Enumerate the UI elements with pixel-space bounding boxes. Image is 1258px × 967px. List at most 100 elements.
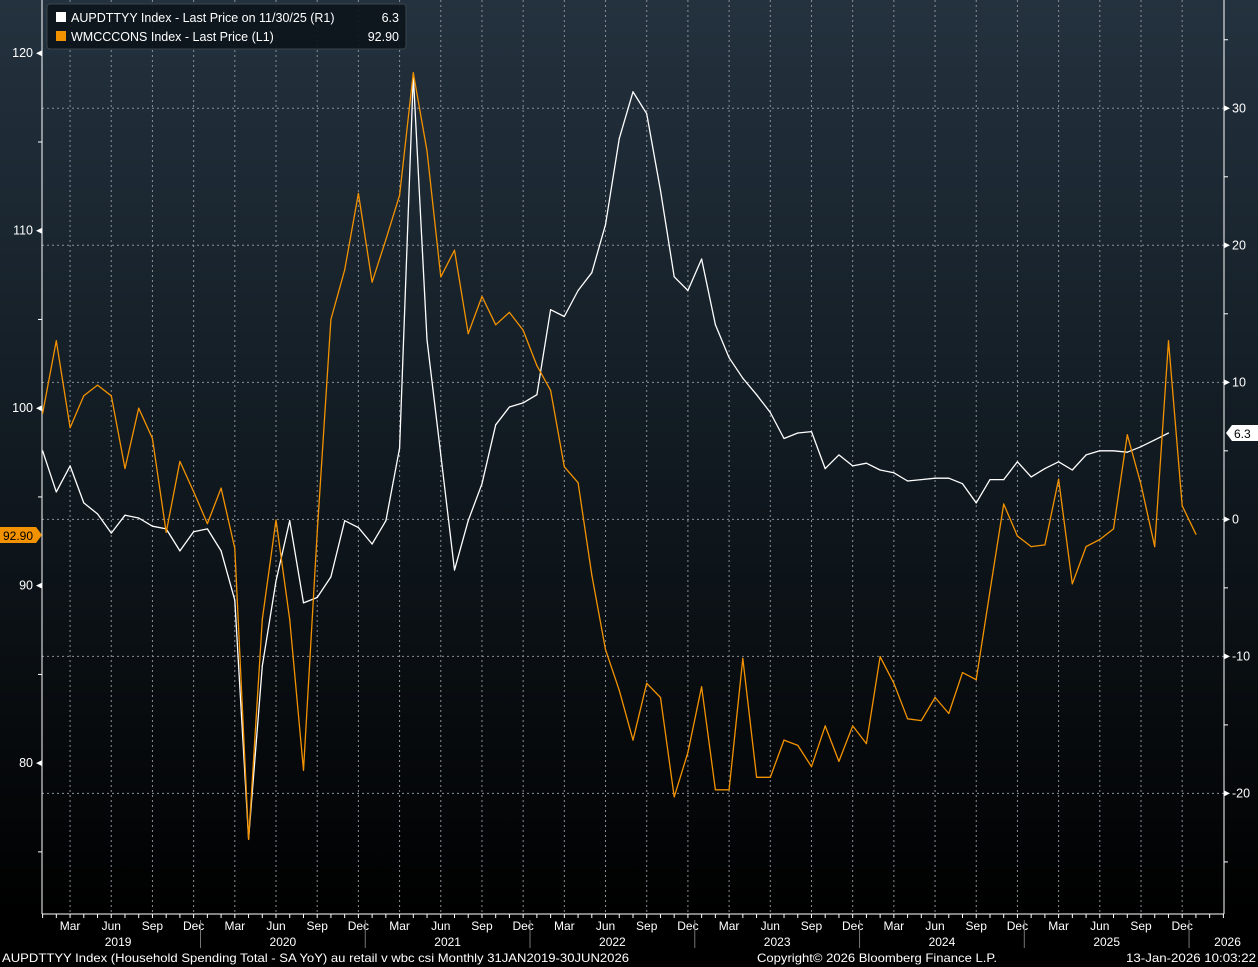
data-point — [838, 454, 840, 456]
data-point — [206, 528, 208, 530]
data-point — [604, 224, 607, 226]
data-point — [1044, 468, 1046, 470]
data-point — [275, 519, 277, 521]
data-point — [440, 454, 442, 456]
x-tick-label-month: Jun — [761, 919, 780, 933]
data-point — [1071, 583, 1073, 585]
data-point — [1126, 451, 1128, 453]
data-point — [742, 377, 744, 379]
y-right-tick-label: 20 — [1232, 238, 1246, 252]
data-point — [440, 276, 442, 278]
data-point — [673, 276, 675, 278]
x-tick-label-month: Jun — [431, 919, 450, 933]
data-point — [618, 689, 620, 691]
data-point — [522, 402, 524, 404]
left-tick-marker — [36, 50, 42, 57]
series-lines — [41, 72, 1197, 841]
data-point — [508, 406, 511, 408]
y-left-tick-label: 100 — [12, 401, 33, 415]
data-point — [1140, 446, 1142, 448]
x-tick-label-year: 2021 — [434, 935, 461, 949]
data-point — [357, 526, 359, 529]
data-point — [1003, 503, 1005, 505]
x-tick-label-month: Sep — [142, 919, 164, 933]
left-tick-marker — [36, 405, 42, 412]
data-point — [426, 339, 428, 341]
data-point — [1016, 461, 1019, 463]
data-point — [69, 465, 71, 467]
data-point — [138, 407, 140, 409]
data-point — [948, 477, 950, 479]
data-point — [344, 520, 346, 522]
data-point — [563, 466, 565, 468]
data-point — [42, 450, 44, 452]
data-point — [646, 113, 648, 115]
legend-label-wmcccons: WMCCCONS Index - Last Price (L1) — [71, 30, 274, 44]
x-tick-label-month: Mar — [884, 919, 905, 933]
data-point — [810, 431, 813, 433]
left-tick-marker — [36, 760, 42, 767]
data-point — [165, 531, 167, 534]
data-point — [330, 576, 332, 578]
data-point — [55, 491, 57, 493]
data-point — [220, 487, 222, 489]
data-point — [563, 315, 565, 318]
data-point — [481, 483, 483, 485]
data-point — [495, 424, 497, 426]
y-left-tick-label: 90 — [19, 579, 33, 593]
data-point — [412, 72, 414, 74]
data-point — [96, 384, 99, 386]
data-point — [838, 760, 840, 762]
data-point — [1058, 478, 1060, 480]
data-point — [714, 789, 716, 791]
x-tick-label-year: 2023 — [764, 935, 791, 949]
data-point — [536, 365, 538, 367]
data-point — [975, 502, 977, 504]
x-tick-label-month: Sep — [307, 919, 329, 933]
x-tick-label-month: Sep — [471, 919, 493, 933]
data-point — [1030, 546, 1032, 548]
data-point — [989, 590, 991, 592]
data-point — [920, 479, 922, 481]
data-point — [481, 295, 483, 297]
data-point — [151, 525, 154, 527]
x-tick-label-month: Jun — [596, 919, 615, 933]
x-tick-label-month: Sep — [1130, 919, 1152, 933]
data-point — [522, 329, 524, 331]
legend-swatch-wmcccons — [56, 31, 66, 41]
x-tick-label-month: Dec — [1007, 919, 1028, 933]
data-point — [920, 719, 922, 722]
data-point — [261, 665, 263, 667]
data-point — [1058, 461, 1060, 463]
data-point — [604, 648, 607, 651]
data-point — [275, 580, 277, 582]
data-point — [110, 395, 112, 397]
data-point — [42, 412, 44, 415]
data-point — [550, 309, 552, 311]
last-value-right: 6.3 — [1234, 427, 1251, 441]
data-point — [316, 596, 318, 599]
data-point — [151, 437, 154, 439]
data-point — [179, 460, 181, 463]
y-left-tick-label: 80 — [19, 756, 33, 770]
x-tick-label-year: 2020 — [270, 935, 297, 949]
data-point — [1044, 544, 1046, 546]
data-point — [508, 311, 511, 313]
data-point — [385, 520, 387, 522]
last-value-tag-left: 92.90 — [0, 527, 42, 543]
data-point — [893, 682, 895, 684]
legend-value-wmcccons: 92.90 — [368, 30, 399, 44]
data-point — [316, 531, 318, 534]
data-point — [261, 618, 263, 620]
left-tick-marker — [36, 582, 42, 589]
data-point — [193, 531, 195, 533]
data-point — [220, 550, 222, 552]
data-point — [893, 472, 895, 474]
data-point — [83, 502, 85, 504]
data-point — [961, 672, 964, 674]
data-point — [783, 437, 785, 440]
data-point — [1140, 483, 1142, 486]
last-value-left: 92.90 — [3, 529, 33, 543]
plot-background — [0, 0, 1258, 914]
